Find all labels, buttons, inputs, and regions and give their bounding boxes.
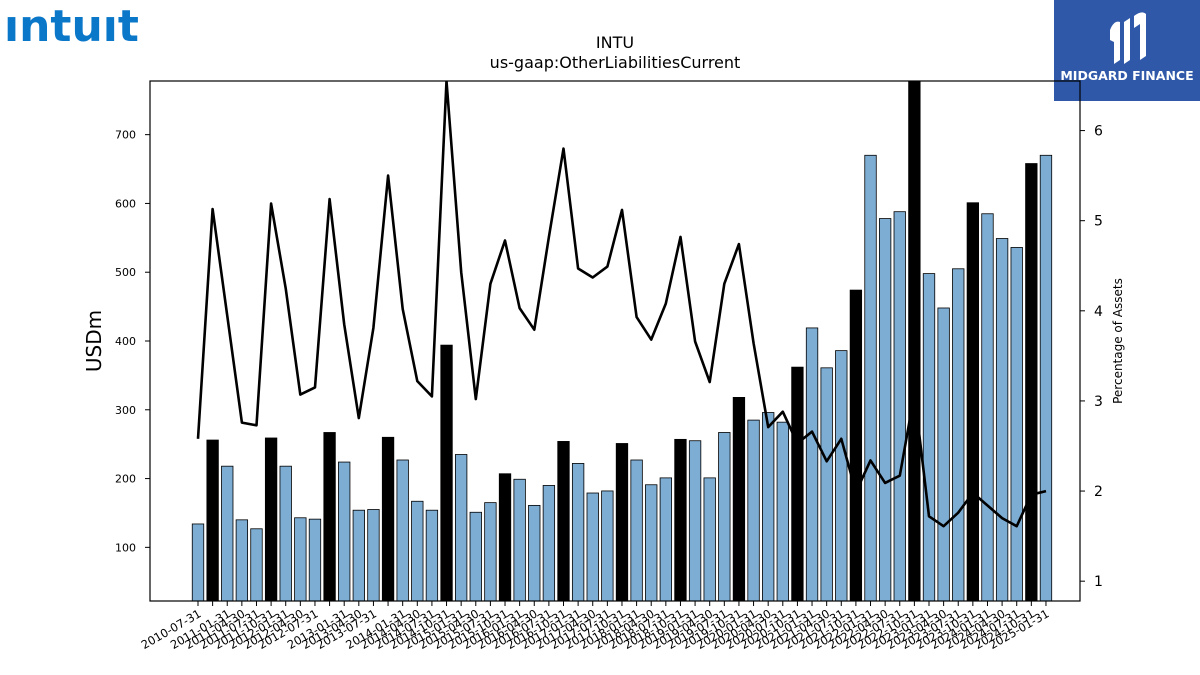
y2-tick-label: 4 (1094, 304, 1103, 320)
bar (338, 461, 351, 602)
bar (396, 459, 409, 602)
bar (966, 202, 980, 602)
midgard-finance-brand-text: MIDGARD FINANCE (1060, 68, 1194, 83)
chart-title: INTU (595, 33, 635, 52)
bar (381, 436, 395, 602)
bar (411, 500, 424, 602)
bar (279, 465, 292, 602)
bar (645, 484, 658, 602)
bar (484, 502, 497, 602)
bar (703, 477, 716, 602)
bar (952, 268, 965, 602)
bar (308, 518, 322, 602)
bar (571, 463, 585, 602)
intuit-logo: ıntuıt (4, 2, 154, 52)
y2-tick-label: 3 (1094, 394, 1103, 410)
bar (221, 465, 234, 602)
bar (908, 80, 921, 602)
y2-tick-label: 1 (1094, 574, 1103, 590)
bar (995, 238, 1009, 602)
bar (557, 441, 570, 602)
bar (586, 492, 599, 602)
y-tick-label: 600 (115, 197, 136, 210)
bar (791, 366, 804, 602)
bar (981, 213, 994, 602)
bar (191, 523, 205, 602)
bar (805, 327, 819, 602)
bar (542, 485, 556, 602)
bar (513, 478, 526, 602)
bar (776, 421, 789, 602)
bar (922, 273, 936, 602)
y-tick-label: 700 (115, 129, 136, 142)
bar (1010, 247, 1023, 602)
bar (747, 419, 760, 602)
bar (323, 432, 336, 602)
bar (1039, 154, 1053, 602)
bar (498, 473, 512, 602)
bar (732, 397, 746, 602)
bar (250, 528, 263, 602)
y-axis-label: USDm (82, 310, 106, 372)
y-tick-label: 200 (115, 473, 136, 486)
bar (820, 367, 833, 602)
y-tick-label: 100 (115, 541, 136, 554)
bar (469, 511, 482, 602)
bar (352, 509, 365, 602)
bar (425, 509, 439, 602)
bar (849, 289, 863, 602)
bar (893, 211, 906, 602)
series-line (196, 81, 1047, 528)
y2-tick-label: 6 (1094, 124, 1103, 140)
bar (1025, 163, 1038, 602)
bar (440, 344, 453, 602)
bar (688, 440, 702, 602)
y2-tick-label: 2 (1094, 484, 1103, 500)
bar (674, 438, 687, 602)
bar (367, 509, 380, 602)
midgard-finance-mark-icon (1110, 12, 1146, 64)
bar (878, 218, 892, 602)
y2-axis-label: Percentage of Assets (1111, 278, 1125, 404)
bar (937, 307, 950, 602)
bar (615, 443, 629, 602)
bar (528, 504, 541, 602)
bar (718, 432, 731, 602)
bar (455, 454, 468, 602)
midgard-finance-logo: MIDGARD FINANCE (1054, 0, 1200, 101)
y-tick-label: 300 (115, 404, 136, 417)
bar (294, 517, 307, 602)
bar (630, 459, 643, 602)
y2-tick-label: 5 (1094, 214, 1103, 230)
bar (601, 490, 614, 602)
bar (835, 350, 848, 602)
y-tick-label: 400 (115, 335, 136, 348)
y-tick-label: 500 (115, 266, 136, 279)
bar (264, 437, 278, 602)
bar (235, 519, 249, 602)
bar (864, 154, 877, 602)
chart-subtitle: us-gaap:OtherLiabilitiesCurrent (489, 53, 741, 72)
intuit-logo-text: ıntuıt (4, 1, 139, 52)
bar (762, 412, 775, 602)
bar (206, 439, 219, 602)
bar (659, 477, 672, 602)
